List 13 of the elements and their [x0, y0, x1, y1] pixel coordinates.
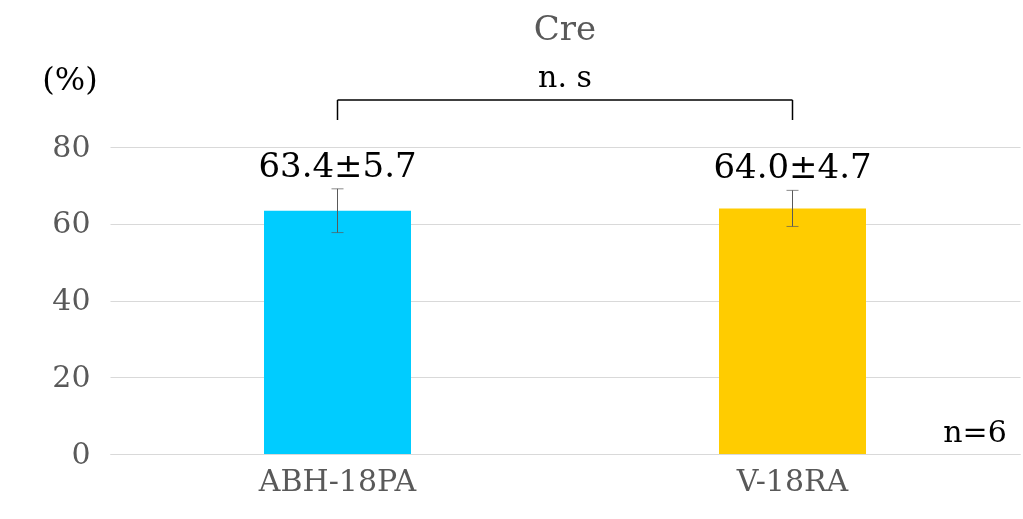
x-tick-label: V-18RA: [735, 462, 849, 498]
y-axis-title: (%): [42, 60, 98, 98]
x-tick-label: ABH-18PA: [257, 462, 417, 498]
y-tick-label: 40: [52, 282, 91, 317]
data-label: 63.4±5.7: [258, 144, 417, 185]
y-tick-label: 0: [71, 435, 91, 471]
annotation: n=6: [943, 414, 1007, 449]
chart-title: Cre: [533, 8, 597, 48]
y-tick-label: 80: [52, 128, 91, 164]
y-tick-label: 20: [52, 358, 91, 394]
data-label: 64.0±4.7: [713, 146, 872, 187]
y-tick-label: 60: [52, 205, 91, 241]
text: n. s: [538, 59, 592, 94]
